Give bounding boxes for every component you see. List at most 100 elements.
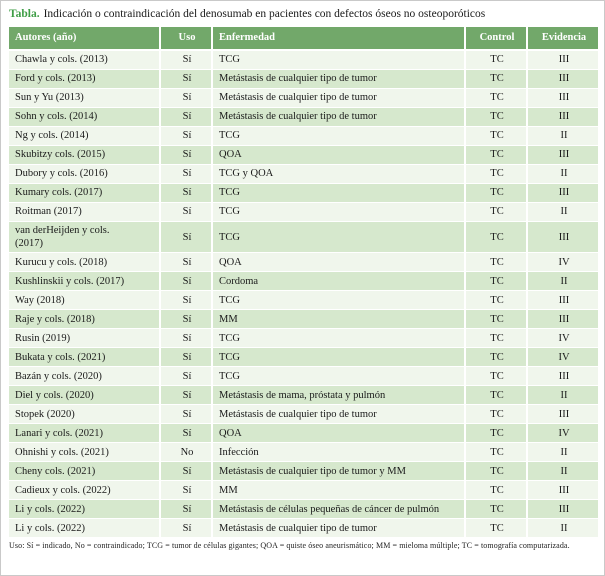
cell-autores: Sohn y cols. (2014) (9, 107, 159, 127)
cell-autores: Cadieux y cols. (2022) (9, 481, 159, 501)
cell-control: TC (464, 126, 526, 146)
cell-evidencia: III (526, 291, 598, 311)
cell-evidencia: III (526, 88, 598, 108)
cell-control: TC (464, 310, 526, 330)
cell-control: TC (464, 424, 526, 444)
cell-evidencia: III (526, 221, 598, 254)
cell-uso: Sí (159, 329, 211, 349)
column-header-enfermedad: Enfermedad (211, 26, 464, 51)
table-row: Bazán y cols. (2020) Sí TCG TC III (9, 367, 598, 387)
cell-control: TC (464, 221, 526, 254)
cell-uso: Sí (159, 519, 211, 539)
cell-enfermedad: Cordoma (211, 272, 464, 292)
cell-enfermedad: Metástasis de células pequeñas de cáncer… (211, 500, 464, 520)
cell-autores: Kumary cols. (2017) (9, 183, 159, 203)
cell-uso: Sí (159, 272, 211, 292)
cell-uso: Sí (159, 107, 211, 127)
cell-autores: Sun y Yu (2013) (9, 88, 159, 108)
cell-uso: No (159, 443, 211, 463)
cell-control: TC (464, 443, 526, 463)
cell-evidencia: IV (526, 424, 598, 444)
cell-evidencia: III (526, 367, 598, 387)
cell-enfermedad: Metástasis de cualquier tipo de tumor (211, 405, 464, 425)
cell-evidencia: II (526, 164, 598, 184)
table-row: Kurucu y cols. (2018) Sí QOA TC IV (9, 253, 598, 273)
cell-uso: Sí (159, 424, 211, 444)
cell-enfermedad: Metástasis de cualquier tipo de tumor (211, 88, 464, 108)
cell-uso: Sí (159, 310, 211, 330)
cell-enfermedad: Infección (211, 443, 464, 463)
table-row: Ohnishi y cols. (2021) No Infección TC II (9, 443, 598, 463)
cell-evidencia: III (526, 183, 598, 203)
table-row: Kushlinskii y cols. (2017) Sí Cordoma TC II (9, 272, 598, 292)
table-row: Stopek (2020) Sí Metástasis de cualquier t… (9, 405, 598, 425)
cell-evidencia: III (526, 50, 598, 70)
table-row: Ford y cols. (2013) Sí Metástasis de cualq… (9, 69, 598, 89)
table-header-row: Autores (año) Uso Enfermedad Control Evidenc… (9, 26, 598, 51)
cell-uso: Sí (159, 348, 211, 368)
table-caption-label: Tabla. (9, 8, 40, 20)
cell-evidencia: III (526, 145, 598, 165)
table-row: Cadieux y cols. (2022) Sí MM TC III (9, 481, 598, 501)
cell-control: TC (464, 69, 526, 89)
cell-autores: Dubory y cols. (2016) (9, 164, 159, 184)
table-row: Roitman (2017) Sí TCG TC II (9, 202, 598, 222)
column-header-control: Control (464, 26, 526, 51)
cell-autores: Kushlinskii y cols. (2017) (9, 272, 159, 292)
table-row: van derHeijden y cols. (2017) Sí TCG TC III (9, 221, 598, 254)
column-header-evidencia: Evidencia (526, 26, 598, 51)
cell-autores: Skubitzy cols. (2015) (9, 145, 159, 165)
cell-autores: Stopek (2020) (9, 405, 159, 425)
cell-control: TC (464, 500, 526, 520)
cell-evidencia: IV (526, 253, 598, 273)
cell-enfermedad: Metástasis de cualquier tipo de tumor (211, 107, 464, 127)
cell-uso: Sí (159, 386, 211, 406)
cell-uso: Sí (159, 88, 211, 108)
cell-control: TC (464, 367, 526, 387)
cell-evidencia: II (526, 443, 598, 463)
cell-evidencia: II (526, 519, 598, 539)
cell-control: TC (464, 519, 526, 539)
cell-uso: Sí (159, 164, 211, 184)
cell-autores: Rusin (2019) (9, 329, 159, 349)
cell-autores: Way (2018) (9, 291, 159, 311)
cell-enfermedad: TCG (211, 367, 464, 387)
cell-autores: Chawla y cols. (2013) (9, 50, 159, 70)
cell-autores: Kurucu y cols. (2018) (9, 253, 159, 273)
denosumab-table: Autores (año) Uso Enfermedad Control Evidenc… (9, 26, 598, 539)
column-header-autores: Autores (año) (9, 26, 159, 51)
cell-control: TC (464, 329, 526, 349)
cell-autores: Bazán y cols. (2020) (9, 367, 159, 387)
cell-autores: Ng y cols. (2014) (9, 126, 159, 146)
cell-evidencia: III (526, 405, 598, 425)
cell-enfermedad: TCG (211, 183, 464, 203)
cell-control: TC (464, 202, 526, 222)
cell-control: TC (464, 348, 526, 368)
cell-enfermedad: TCG (211, 348, 464, 368)
cell-uso: Sí (159, 481, 211, 501)
cell-evidencia: II (526, 126, 598, 146)
cell-evidencia: III (526, 310, 598, 330)
table-row: Li y cols. (2022) Sí Metástasis de cualqui… (9, 519, 598, 539)
table-row: Sohn y cols. (2014) Sí Metástasis de cualq… (9, 107, 598, 127)
cell-enfermedad: TCG (211, 329, 464, 349)
cell-autores: Lanari y cols. (2021) (9, 424, 159, 444)
cell-uso: Sí (159, 202, 211, 222)
cell-control: TC (464, 50, 526, 70)
cell-autores: Li y cols. (2022) (9, 519, 159, 539)
cell-autores: Bukata y cols. (2021) (9, 348, 159, 368)
cell-evidencia: II (526, 272, 598, 292)
table-caption: Tabla. Indicación o contraindicación del … (9, 7, 596, 22)
table-row: Li y cols. (2022) Sí Metástasis de células… (9, 500, 598, 520)
cell-uso: Sí (159, 221, 211, 254)
column-header-uso: Uso (159, 26, 211, 51)
cell-control: TC (464, 107, 526, 127)
cell-uso: Sí (159, 145, 211, 165)
cell-evidencia: III (526, 107, 598, 127)
table-row: Dubory y cols. (2016) Sí TCG y QOA TC II (9, 164, 598, 184)
cell-enfermedad: MM (211, 310, 464, 330)
cell-enfermedad: QOA (211, 145, 464, 165)
cell-control: TC (464, 481, 526, 501)
cell-control: TC (464, 405, 526, 425)
